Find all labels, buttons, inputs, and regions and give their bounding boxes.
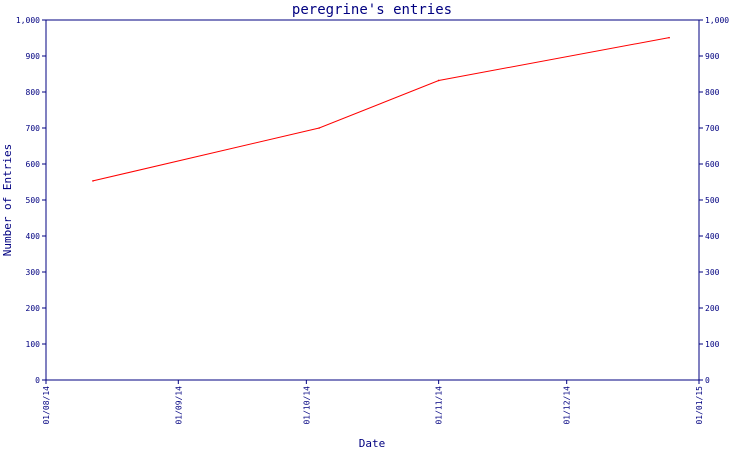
data-point — [92, 180, 94, 182]
series-group — [92, 36, 670, 182]
y-tick-label-right: 900 — [705, 52, 720, 61]
data-point — [437, 79, 440, 82]
y-tick-label-right: 400 — [705, 232, 720, 241]
y-tick-label-right: 500 — [705, 196, 720, 205]
x-axis-ticks: 01/08/14 01/09/14 01/10/14 01/11/14 01/12/14… — [42, 380, 704, 425]
x-tick-label: 01/08/14 — [42, 386, 51, 425]
y-axis-ticks: 0 0 100 100 200 200 300 300 400 400 500 500 600 600 70… — [16, 16, 729, 385]
y-tick-label-left: 100 — [26, 340, 41, 349]
x-tick-label: 01/01/15 — [695, 386, 704, 425]
y-axis-label: Number of Entries — [1, 144, 14, 257]
y-tick-label-left: 0 — [35, 376, 40, 385]
x-tick-label: 01/09/14 — [174, 386, 183, 425]
y-tick-label-right: 0 — [705, 376, 710, 385]
y-tick-label-right: 600 — [705, 160, 720, 169]
y-tick-label-right: 100 — [705, 340, 720, 349]
y-tick-label-right: 700 — [705, 124, 720, 133]
y-tick-label-right: 1,000 — [705, 16, 729, 25]
y-tick-label-left: 1,000 — [16, 16, 40, 25]
series-line — [92, 37, 670, 182]
plot-frame — [45, 19, 700, 381]
y-tick-label-left: 600 — [26, 160, 41, 169]
data-point — [668, 36, 670, 39]
y-tick-label-right: 200 — [705, 304, 720, 313]
y-tick-label-left: 500 — [26, 196, 41, 205]
x-tick-label: 01/10/14 — [302, 386, 311, 425]
y-tick-label-right: 300 — [705, 268, 720, 277]
y-tick-label-left: 700 — [26, 124, 41, 133]
y-tick-label-left: 400 — [26, 232, 41, 241]
x-axis-label: Date — [359, 437, 386, 450]
y-tick-label-left: 200 — [26, 304, 41, 313]
y-tick-label-left: 800 — [26, 88, 41, 97]
y-tick-label-left: 300 — [26, 268, 41, 277]
y-tick-label-right: 800 — [705, 88, 720, 97]
x-tick-label: 01/11/14 — [435, 386, 444, 425]
x-tick-label: 01/12/14 — [563, 386, 572, 425]
data-point — [318, 127, 320, 129]
y-tick-label-left: 900 — [26, 52, 41, 61]
chart-title: peregrine's entries — [292, 2, 452, 18]
